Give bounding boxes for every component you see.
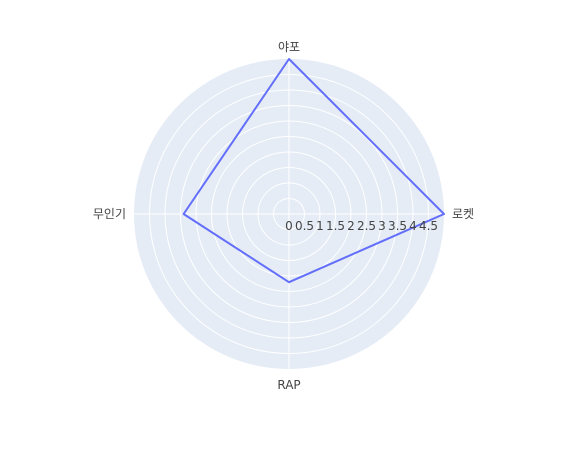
radial-tick-labels: 0 0.5 1 1.5 2 2.5 3 3.5 4 4.5 <box>285 219 438 233</box>
radial-tick-label: 2 <box>347 219 355 233</box>
radial-tick-label: 1 <box>316 219 324 233</box>
radial-tick-label: 3 <box>378 219 386 233</box>
radial-tick-label: 2.5 <box>357 219 376 233</box>
radial-tick-label: 0.5 <box>295 219 314 233</box>
radial-tick-label: 1.5 <box>326 219 345 233</box>
category-label: 야포 <box>278 40 300 54</box>
radial-tick-label: 4 <box>409 219 417 233</box>
series-line[interactable] <box>182 58 445 284</box>
category-label: 무인기 <box>93 207 126 221</box>
category-label: 로켓 <box>452 207 474 221</box>
radial-tick-label: 0 <box>285 219 293 233</box>
radial-tick-label: 4.5 <box>419 219 438 233</box>
angular-grid <box>134 59 444 369</box>
category-label: RAP <box>277 378 300 392</box>
radial-tick-label: 3.5 <box>388 219 407 233</box>
series-layer <box>182 58 445 284</box>
